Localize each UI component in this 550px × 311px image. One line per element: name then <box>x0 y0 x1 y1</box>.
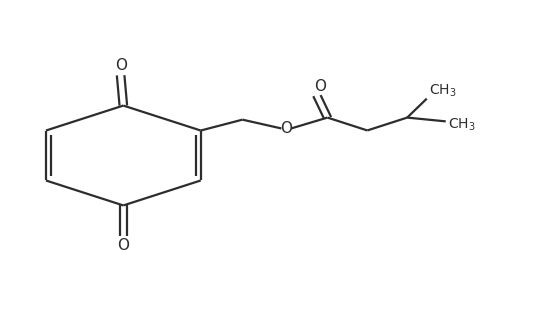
Text: O: O <box>117 238 129 253</box>
Text: O: O <box>114 58 126 73</box>
Text: CH$_3$: CH$_3$ <box>448 116 476 132</box>
Text: CH$_3$: CH$_3$ <box>430 83 457 99</box>
Text: O: O <box>314 79 326 94</box>
Text: O: O <box>280 121 292 136</box>
